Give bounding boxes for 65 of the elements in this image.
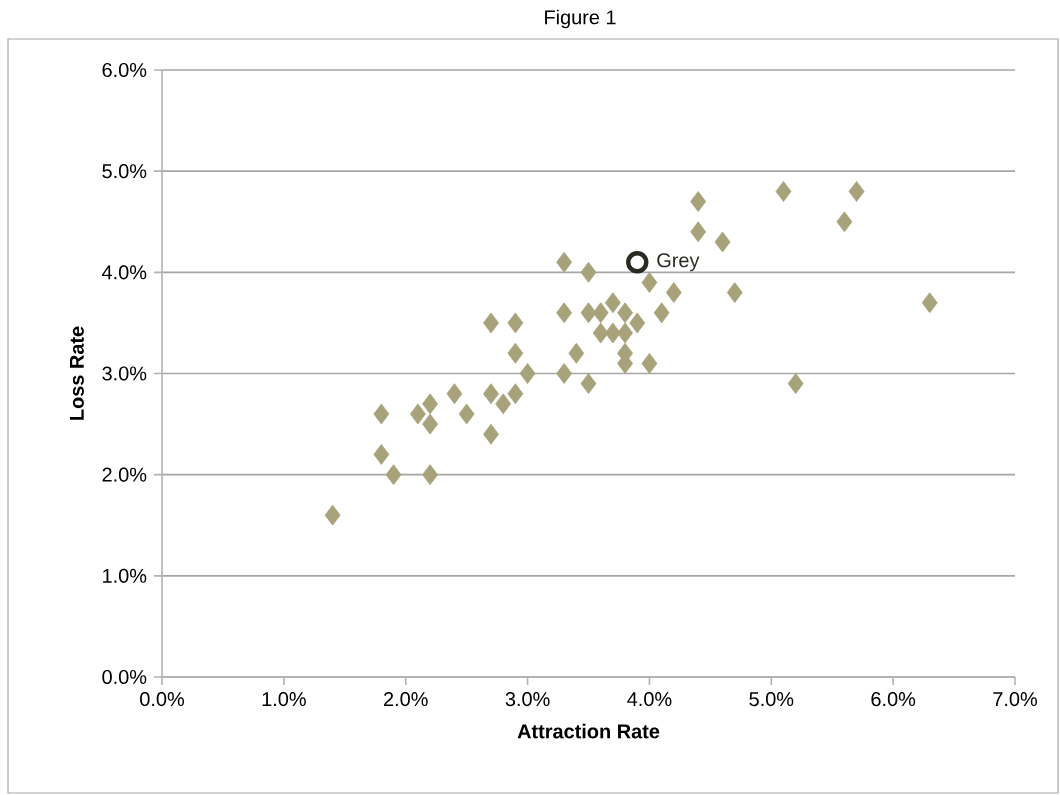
x-axis-title: Attraction Rate [517,723,660,739]
point [848,181,865,202]
y-tick-label: 3.0% [102,366,147,381]
point [495,393,512,415]
point [580,373,597,395]
point [653,302,670,324]
point [507,342,524,364]
x-tick-label: 4.0% [627,692,672,707]
y-axis-title: Loss Rate [69,326,84,420]
y-tick-label: 1.0% [103,568,147,583]
point [617,322,633,344]
x-tick-label: 7.0% [993,692,1038,707]
point [641,272,658,293]
point [556,363,573,384]
point [507,312,524,334]
x-tick-label: 1.0% [262,692,306,707]
y-tick-label: 5.0% [102,164,147,179]
point [422,464,438,486]
point [592,322,609,344]
point [617,302,633,324]
point [422,413,438,435]
point [324,504,341,526]
point [483,383,499,405]
point [458,403,475,425]
point [483,312,499,334]
point [604,322,621,344]
point [483,423,499,445]
x-tick-label: 2.0% [384,692,428,707]
point [690,221,707,243]
point [556,251,573,273]
point [507,383,524,405]
point [580,302,597,324]
series-label: Grey [657,253,700,272]
point [665,282,682,303]
point [410,403,426,425]
point [385,464,402,486]
point [921,292,938,314]
point [422,393,438,415]
y-tick-label: 6.0% [102,62,147,78]
x-tick-label: 0.0% [140,692,185,707]
point [580,261,597,283]
point [568,342,585,364]
point [519,363,536,384]
y-tick-label: 0.0% [102,669,147,685]
point [592,302,609,324]
point [373,403,390,425]
point [714,231,731,253]
chart-title: Figure 1 [545,9,616,29]
point [556,302,573,324]
point [726,282,743,303]
point [446,383,463,405]
y-tick-label: 4.0% [102,265,147,280]
point [775,181,792,202]
x-tick-label: 6.0% [871,692,916,707]
point [641,352,658,374]
point [604,292,621,314]
x-tick-label: 3.0% [505,692,550,707]
point [690,191,707,212]
x-tick-label: 5.0% [749,692,794,707]
point [626,251,649,274]
point [787,373,804,395]
y-tick-label: 2.0% [102,467,147,482]
point [836,211,853,233]
point [373,444,390,465]
point [629,312,646,334]
